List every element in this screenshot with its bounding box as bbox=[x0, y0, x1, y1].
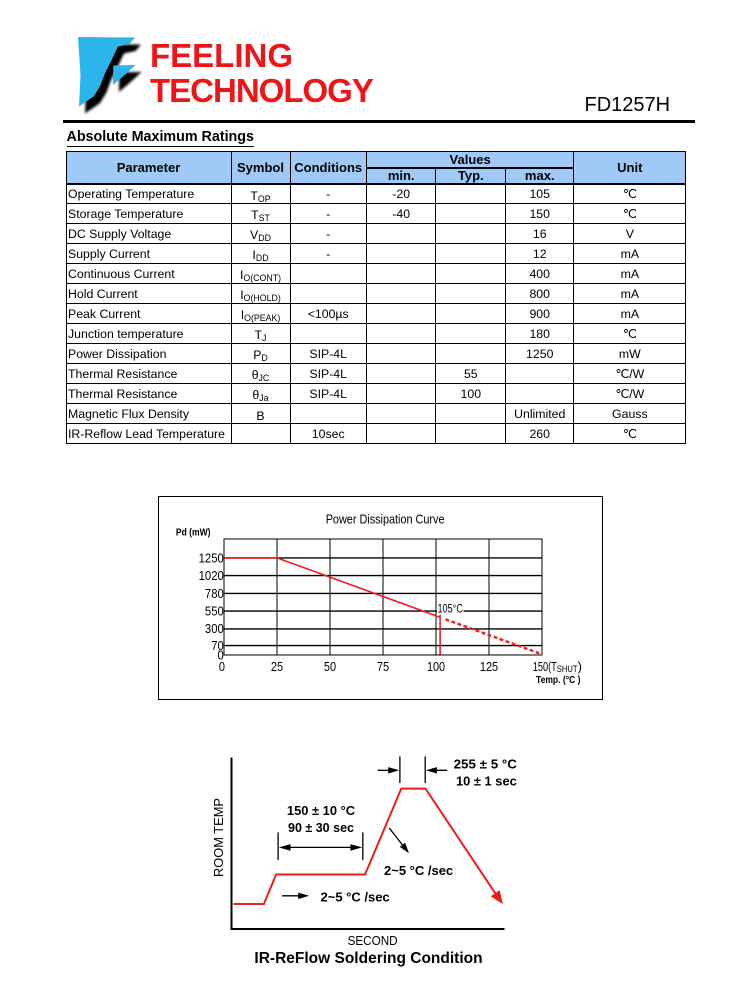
svg-text:300: 300 bbox=[204, 621, 223, 636]
svg-text:105°C: 105°C bbox=[437, 601, 462, 615]
svg-text:2~5 °C /sec: 2~5 °C /sec bbox=[321, 890, 390, 905]
svg-text:70: 70 bbox=[211, 638, 224, 653]
svg-text:ROOM TEMP: ROOM TEMP bbox=[211, 798, 226, 877]
svg-text:Power Dissipation Curve: Power Dissipation Curve bbox=[325, 511, 444, 526]
svg-text:1250: 1250 bbox=[198, 550, 223, 565]
svg-text:780: 780 bbox=[204, 586, 223, 601]
svg-text:75: 75 bbox=[376, 658, 388, 673]
svg-text:150(TSHUT): 150(TSHUT) bbox=[532, 658, 581, 673]
svg-text:150 ± 10 °C: 150 ± 10 °C bbox=[287, 803, 356, 818]
svg-text:25: 25 bbox=[270, 658, 282, 673]
svg-text:10 ± 1 sec: 10 ± 1 sec bbox=[456, 774, 517, 789]
svg-text:125: 125 bbox=[479, 658, 497, 673]
svg-text:255 ± 5 °C: 255 ± 5 °C bbox=[454, 757, 518, 772]
svg-text:2~5 °C /sec: 2~5 °C /sec bbox=[384, 863, 453, 878]
svg-text:50: 50 bbox=[323, 658, 335, 673]
svg-text:0: 0 bbox=[218, 658, 224, 673]
svg-text:1020: 1020 bbox=[198, 568, 223, 583]
svg-text:SECOND: SECOND bbox=[348, 933, 398, 948]
svg-text:Pd (mW): Pd (mW) bbox=[175, 527, 210, 538]
svg-text:Temp. (°C ): Temp. (°C ) bbox=[536, 675, 581, 686]
svg-text:0: 0 bbox=[217, 647, 223, 662]
svg-text:90 ± 30 sec: 90 ± 30 sec bbox=[288, 820, 354, 835]
svg-text:550: 550 bbox=[204, 603, 223, 618]
svg-text:100: 100 bbox=[426, 658, 444, 673]
